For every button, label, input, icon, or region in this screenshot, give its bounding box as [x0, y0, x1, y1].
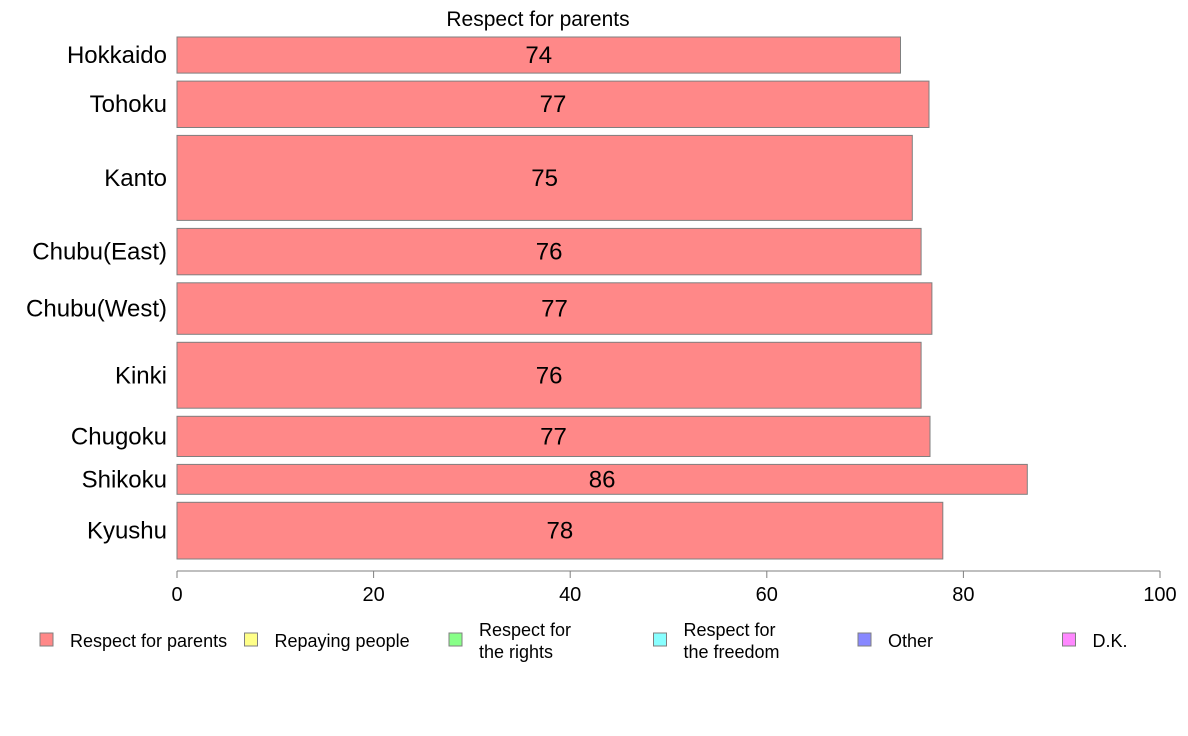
category-label: Chubu(West) [26, 296, 167, 323]
tick-label: 60 [756, 584, 778, 606]
legend-swatch [244, 632, 258, 647]
legend-swatch [39, 632, 54, 647]
bar [176, 501, 944, 560]
tick-label: 80 [952, 584, 974, 606]
category-label: Tohoku [90, 91, 167, 118]
legend-swatch [1062, 632, 1076, 647]
data-label: 77 [540, 423, 567, 450]
tick-label: 100 [1143, 584, 1176, 606]
chart-title: Respect for parents [446, 8, 629, 31]
bar [176, 134, 913, 221]
legend-label: Other [888, 631, 933, 651]
category-label: Chugoku [71, 423, 167, 450]
bar [176, 227, 922, 276]
legend-label: Repaying people [275, 631, 410, 651]
legend-label: the freedom [684, 642, 780, 662]
data-label: 75 [531, 165, 558, 192]
bar [176, 341, 922, 409]
bar [176, 463, 1028, 495]
bar [176, 282, 933, 335]
legend-swatch [653, 632, 667, 647]
data-label: 77 [541, 296, 568, 323]
legend-swatch [857, 632, 872, 647]
legend-swatch [448, 632, 463, 647]
tick-label: 0 [171, 584, 182, 606]
bar [176, 415, 931, 457]
bar [176, 36, 901, 74]
category-label: Kyushu [87, 518, 167, 545]
data-label: 76 [536, 239, 563, 266]
category-label: Shikoku [82, 466, 167, 493]
data-label: 77 [540, 91, 567, 118]
category-label: Kanto [104, 165, 167, 192]
data-label: 76 [536, 362, 563, 389]
bar [176, 80, 930, 128]
data-label: 86 [589, 466, 616, 493]
data-label: 74 [525, 42, 552, 69]
legend-label: Respect for parents [70, 631, 227, 651]
legend-label: Respect for [479, 620, 571, 640]
legend-label: the rights [479, 642, 553, 662]
legend-label: D.K. [1093, 631, 1128, 651]
category-label: Hokkaido [67, 42, 167, 69]
x-axis: 0 20 40 60 80 100 [171, 570, 1177, 606]
category-label: Chubu(East) [32, 239, 167, 266]
tick-label: 40 [559, 584, 581, 606]
legend-label: Respect for [684, 620, 776, 640]
legend: Respect for parents Repaying people Respec… [39, 620, 1128, 662]
tick-label: 20 [362, 584, 384, 606]
category-label: Kinki [115, 362, 167, 389]
bars: Hokkaido 74 Tohoku 77 Kanto 75 Chubu(East) 76 Ch… [26, 36, 1028, 560]
data-label: 78 [547, 518, 574, 545]
